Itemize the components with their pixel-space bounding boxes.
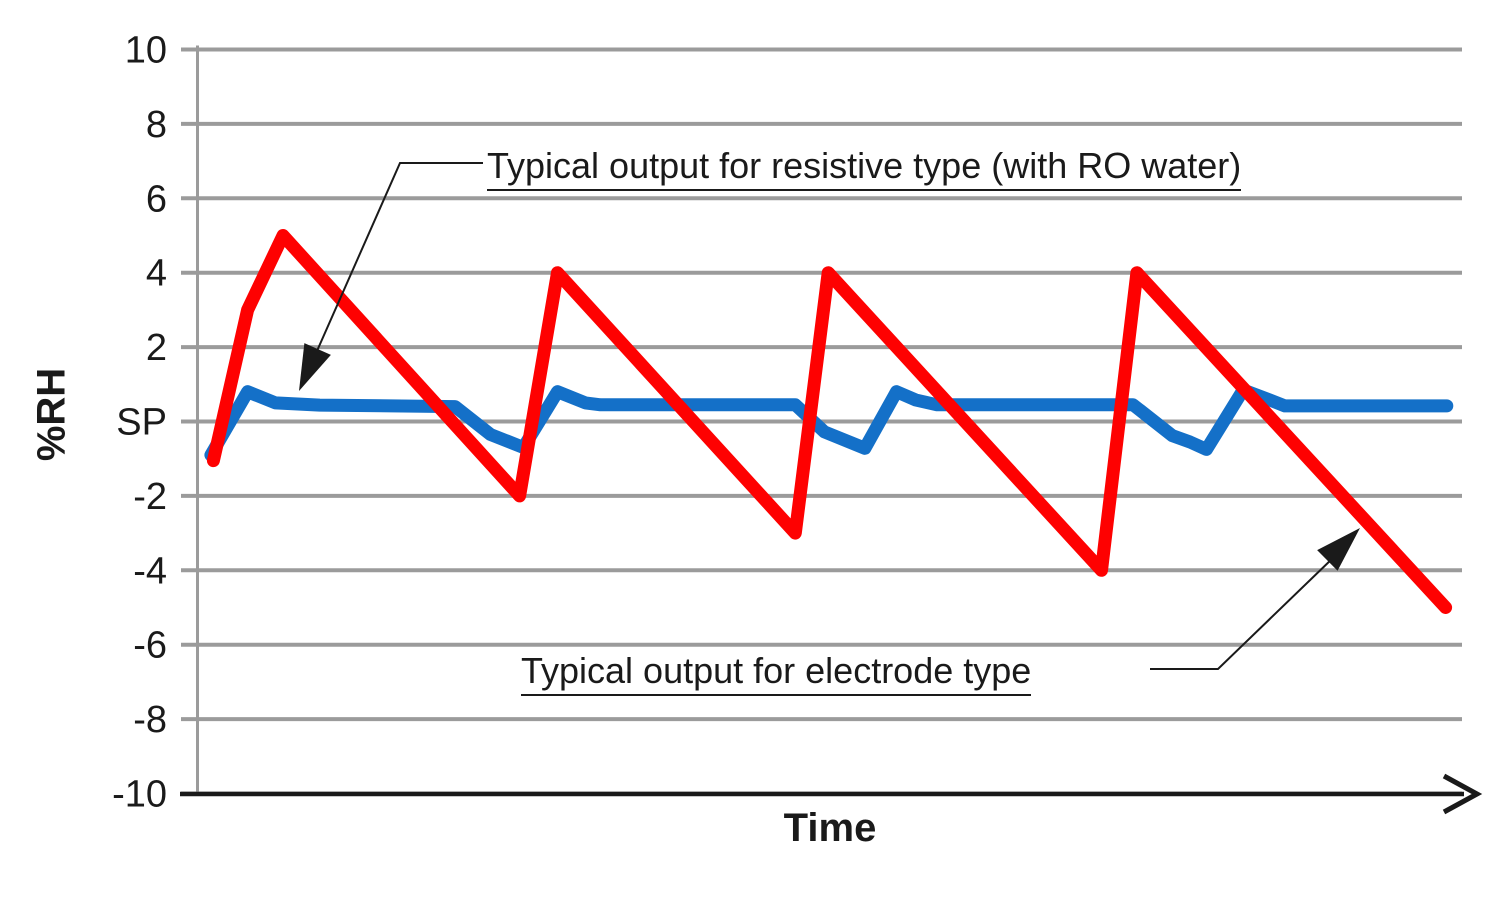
series-line-electrode	[206, 229, 1453, 614]
y-tick-label: -2	[133, 476, 167, 518]
annotation-resistive-label: Typical output for resistive type (with …	[487, 146, 1242, 191]
annotation-resistive: Typical output for resistive type (with …	[487, 146, 1242, 191]
annotation-electrode: Typical output for electrode type	[521, 651, 1032, 696]
arrow-electrode-icon	[1317, 528, 1360, 571]
x-axis-title: Time	[783, 806, 877, 850]
x-axis-arrow-icon	[1442, 773, 1483, 815]
y-tick-label: 4	[146, 253, 167, 295]
leader-line-resistive	[312, 162, 483, 361]
y-tick-label: 2	[146, 327, 167, 369]
y-tick-label: SP	[116, 402, 167, 444]
annotation-electrode-label: Typical output for electrode type	[521, 651, 1032, 696]
leader-line-electrode	[1150, 555, 1336, 670]
y-tick-label: 6	[146, 178, 167, 220]
y-tick-label: -4	[133, 550, 167, 592]
y-tick-label: -10	[112, 774, 167, 816]
y-axis-title: %RH	[29, 367, 74, 462]
arrow-resistive-icon	[299, 343, 331, 391]
y-tick-label: 10	[125, 30, 167, 72]
y-tick-label: -6	[133, 625, 167, 667]
y-tick-label: 8	[146, 104, 167, 146]
y-tick-label: -8	[133, 699, 167, 741]
